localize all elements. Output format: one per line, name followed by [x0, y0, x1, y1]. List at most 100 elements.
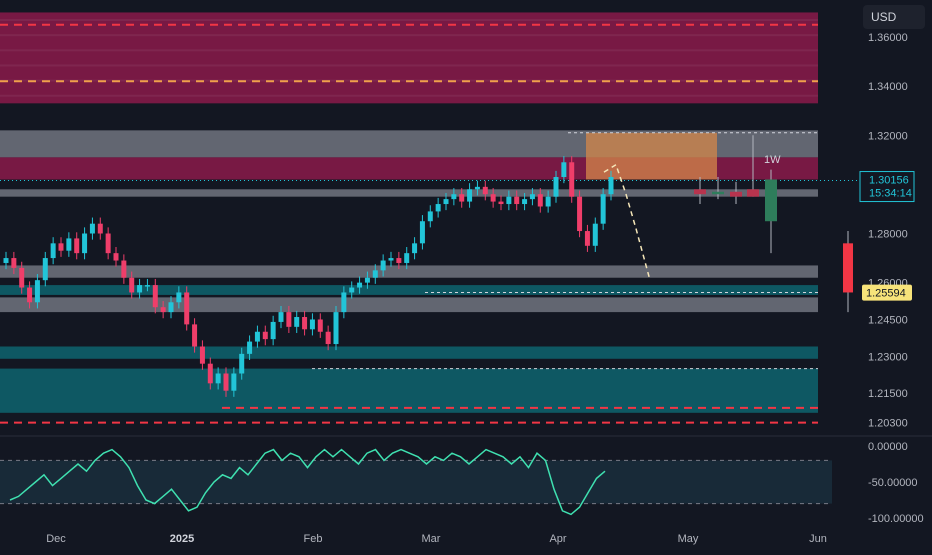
daily-candle — [561, 162, 567, 178]
daily-candle — [247, 341, 253, 354]
price-tick: 1.20300 — [868, 418, 908, 430]
daily-candle — [82, 233, 88, 254]
daily-candle — [207, 363, 213, 384]
daily-candle — [239, 353, 245, 374]
daily-candle — [372, 270, 378, 278]
zones-layer — [0, 12, 818, 413]
daily-candle — [514, 196, 520, 205]
countdown-label: 15:34:14 — [869, 188, 912, 200]
daily-candle — [50, 243, 56, 259]
weekly-price-label: 1.25594 — [866, 288, 906, 300]
daily-candle — [388, 258, 394, 261]
current-price-label: 1.30156 — [869, 175, 909, 187]
daily-candle — [325, 331, 331, 345]
zone-stripe — [0, 94, 818, 97]
daily-candle — [3, 258, 9, 263]
daily-candle — [506, 196, 512, 205]
weekly-candle — [765, 179, 777, 222]
daily-candle — [215, 373, 221, 384]
daily-candle — [254, 331, 260, 342]
daily-candle — [435, 204, 441, 212]
price-tick: 1.36000 — [868, 32, 908, 44]
teal-zone — [0, 346, 818, 359]
projection-path — [603, 163, 651, 281]
daily-candle — [545, 196, 551, 207]
daily-candle — [223, 373, 229, 391]
daily-candle — [522, 199, 528, 205]
daily-candle — [113, 253, 119, 261]
daily-candle — [341, 292, 347, 313]
current-price-box — [859, 171, 915, 203]
oscillator-tick: -50.00000 — [868, 477, 918, 489]
daily-candle — [396, 258, 402, 263]
daily-candle — [152, 285, 158, 308]
grey-zone — [0, 189, 818, 197]
weekly-candle — [694, 189, 706, 195]
daily-candle — [577, 196, 583, 232]
daily-candle — [427, 211, 433, 222]
daily-candle — [451, 194, 457, 200]
levels-layer — [0, 23, 858, 424]
orange-box — [586, 132, 717, 180]
daily-candle — [412, 243, 418, 254]
oscillator-band — [0, 460, 832, 504]
axes-layer: 1.360001.340001.320001.280001.260001.245… — [0, 32, 932, 545]
grey-zone — [0, 265, 818, 278]
weekly-candle — [712, 191, 724, 195]
daily-candle — [192, 324, 198, 347]
oscillator-line — [9, 448, 606, 516]
price-tick: 1.21500 — [868, 388, 908, 400]
daily-candle — [459, 194, 465, 202]
timeframe-label: 1W — [764, 154, 781, 166]
daily-candle — [584, 231, 590, 246]
daily-candle — [286, 312, 292, 327]
daily-candle — [317, 319, 323, 332]
daily-candle — [349, 287, 355, 293]
daily-candle — [302, 317, 308, 330]
weekly-scale-candle — [843, 243, 853, 293]
oscillator-pane — [0, 448, 832, 516]
daily-candle — [168, 302, 174, 313]
daily-candle — [97, 223, 103, 234]
daily-candle — [309, 319, 315, 330]
weekly-price-box — [862, 284, 912, 301]
price-tick: 1.23000 — [868, 351, 908, 363]
weekly-layer: 1W — [694, 135, 853, 313]
annotations-layer — [603, 163, 651, 281]
daily-candle — [231, 373, 237, 391]
teal-zone — [0, 368, 818, 413]
time-tick: May — [678, 533, 699, 545]
currency-selector[interactable]: USD — [863, 5, 925, 29]
daily-candle — [199, 346, 205, 364]
daily-candle — [144, 285, 150, 287]
daily-candle — [184, 292, 190, 325]
daily-candle — [608, 177, 614, 195]
price-tick: 1.34000 — [868, 81, 908, 93]
daily-candle — [34, 280, 40, 303]
grey-zone — [0, 297, 818, 313]
daily-candle — [129, 277, 135, 293]
daily-candle — [42, 258, 48, 281]
daily-candle — [66, 238, 72, 251]
price-tick: 1.32000 — [868, 130, 908, 142]
zone-stripe — [0, 34, 818, 37]
time-tick: Jun — [809, 533, 827, 545]
time-tick: 2025 — [170, 533, 194, 545]
daily-candle — [553, 177, 559, 197]
daily-candle — [294, 317, 300, 327]
daily-candle — [498, 201, 504, 205]
daily-candle — [278, 312, 284, 322]
zone-stripe — [0, 19, 818, 22]
daily-candle — [270, 321, 276, 340]
daily-candle — [380, 260, 386, 271]
daily-candle — [364, 277, 370, 283]
time-tick: Feb — [304, 533, 323, 545]
time-tick: Dec — [46, 533, 66, 545]
daily-candle — [105, 233, 111, 254]
time-tick: Apr — [549, 533, 566, 545]
daily-candle — [74, 238, 80, 254]
weekly-candle — [730, 191, 742, 197]
daily-candle — [11, 258, 17, 268]
